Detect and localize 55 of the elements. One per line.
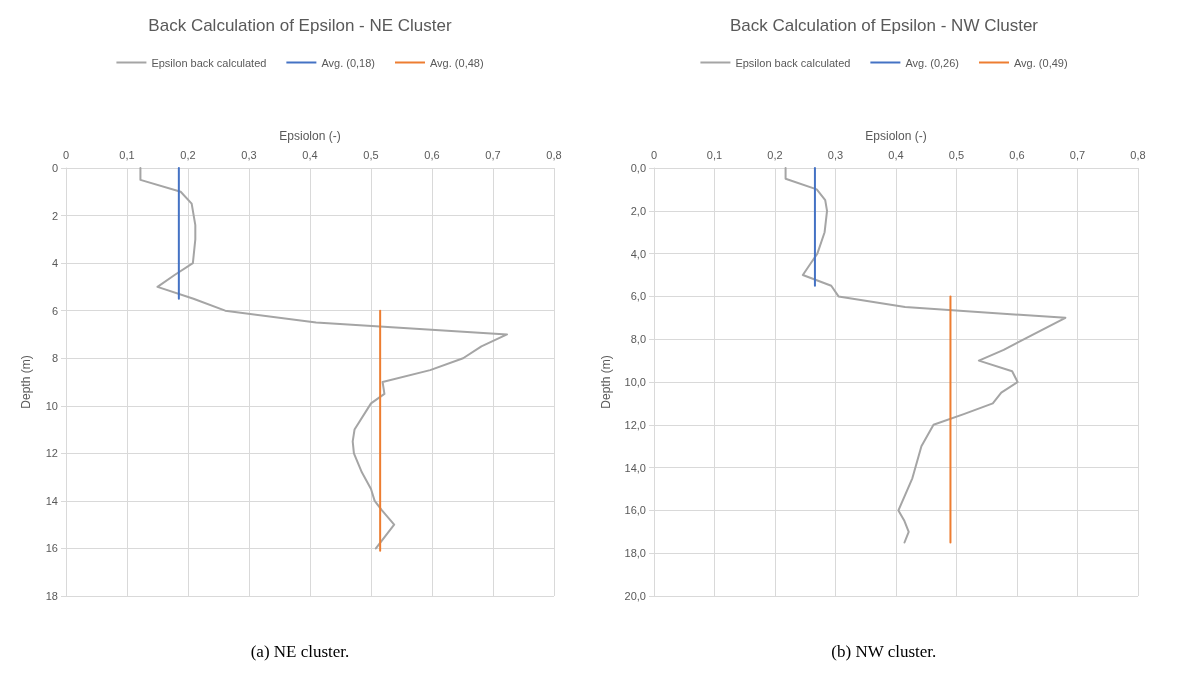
y-tick-label: 18 (45, 590, 58, 602)
y-axis-title: Depth (m) (19, 355, 33, 409)
y-tick-label: 6,0 (630, 290, 646, 303)
x-tick-label: 0,3 (241, 148, 257, 161)
line-series (139, 167, 509, 550)
y-tick-label: 4 (51, 257, 58, 270)
y-tick-label: 18,0 (624, 547, 646, 560)
x-tick-label: 0 (62, 148, 70, 161)
y-tick-label: 6 (51, 304, 58, 317)
legend-label: Epsilon back calculated (735, 56, 851, 69)
legend-label: Avg. (0,26) (905, 56, 959, 69)
y-tick-label: 12,0 (624, 418, 646, 431)
y-tick-label: 16,0 (624, 504, 646, 517)
y-tick-label: 16 (45, 542, 58, 555)
y-axis-title: Depth (m) (599, 355, 613, 409)
x-tick-label: 0,7 (485, 148, 501, 161)
x-tick-label: 0,4 (888, 148, 904, 161)
x-axis-title: Epsiolon (-) (279, 129, 341, 143)
y-tick-label: 12 (45, 447, 58, 460)
y-tick-label: 10,0 (624, 376, 646, 388)
y-tick-label: 0,0 (630, 162, 646, 174)
legend-label: Avg. (0,48) (429, 56, 484, 69)
x-tick-label: 0,5 (948, 148, 965, 161)
y-tick-label: 14 (45, 494, 58, 507)
y-tick-label: 14,0 (624, 461, 646, 474)
x-tick-label: 0,1 (706, 148, 723, 161)
chart-title: Back Calculation of Epsilon - NE Cluster (148, 16, 452, 35)
y-tick-label: 0 (51, 162, 58, 174)
x-tick-label: 0,8 (546, 148, 562, 161)
legend-label: Avg. (0,18) (321, 56, 375, 69)
x-tick-label: 0,8 (1130, 148, 1146, 161)
y-tick-label: 8 (51, 352, 58, 365)
y-tick-label: 20,0 (624, 590, 646, 602)
y-tick-label: 2 (51, 209, 58, 222)
x-axis-title: Epsiolon (-) (865, 129, 927, 143)
x-tick-label: 0,4 (302, 148, 318, 161)
x-tick-label: 0,7 (1069, 148, 1086, 161)
x-tick-label: 0,2 (767, 148, 783, 161)
chart-title: Back Calculation of Epsilon - NW Cluster (729, 16, 1039, 35)
legend-label: Avg. (0,49) (1013, 56, 1068, 69)
text: (a) NE cluster. (250, 642, 350, 661)
x-tick-label: 0 (650, 148, 658, 161)
y-tick-label: 8,0 (630, 333, 646, 346)
y-tick-label: 2,0 (630, 204, 646, 217)
text: (b) NW cluster. (831, 642, 937, 661)
x-tick-label: 0,2 (180, 148, 196, 161)
x-tick-label: 0,6 (1009, 148, 1025, 161)
y-tick-label: 4,0 (630, 247, 646, 260)
legend-label: Epsilon back calculated (151, 56, 267, 69)
x-tick-label: 0,3 (827, 148, 844, 161)
x-tick-label: 0,5 (363, 148, 379, 161)
x-tick-label: 0,1 (119, 148, 135, 161)
y-tick-label: 10 (45, 399, 58, 412)
x-tick-label: 0,6 (424, 148, 440, 161)
line-series (784, 167, 1067, 544)
